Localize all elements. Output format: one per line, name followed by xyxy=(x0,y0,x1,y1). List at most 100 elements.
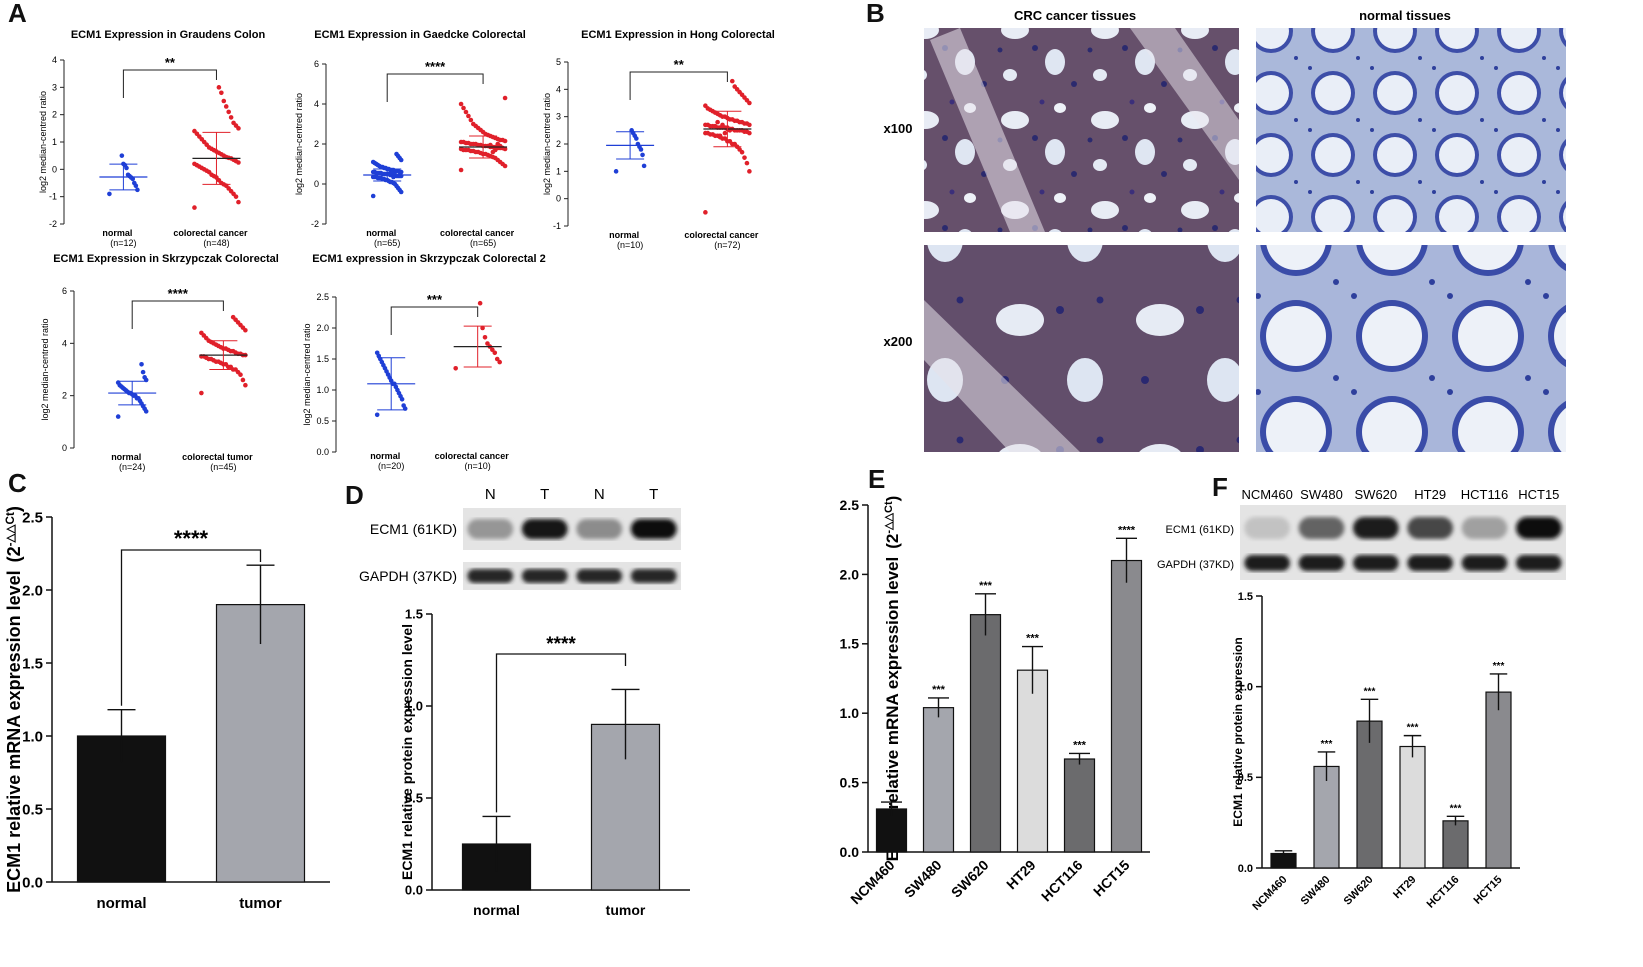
data-point xyxy=(640,152,645,158)
x-category-label: HCT15 xyxy=(1090,857,1133,900)
y-tick-label: 2.5 xyxy=(316,292,329,302)
panel-a-scatter-plots: ECM1 Expression in Graudens Colon -2 -1 0 1 2… xyxy=(38,29,775,472)
blot-band xyxy=(1298,555,1345,571)
y-tick-label: 4 xyxy=(62,338,67,348)
y-axis-label-main: ECM1 relative protein expression level xyxy=(399,624,415,880)
significance-bracket xyxy=(629,71,728,100)
y-axis-label: log2 median-centred ratio xyxy=(40,318,50,420)
blot-panel-d: N T N T ECM1 (61KD) GAPDH (37KD) xyxy=(359,486,681,590)
x-category-n: (n=65) xyxy=(470,238,496,248)
y-tick-label: 2 xyxy=(556,139,561,149)
x-category-label: NCM460 xyxy=(847,857,898,908)
significance-label: *** xyxy=(1321,739,1333,750)
data-point xyxy=(370,193,376,199)
bar-rect xyxy=(1399,745,1426,869)
lane-label: T xyxy=(540,486,549,503)
blot-row-label: ECM1 (61KD) xyxy=(370,521,457,537)
blot-strip-ecm1 xyxy=(1240,505,1566,551)
bar-ht29: *** xyxy=(1016,633,1049,853)
data-point xyxy=(131,180,137,186)
y-tick-label: 0.0 xyxy=(22,874,43,891)
blot-band xyxy=(1244,517,1290,539)
y-tick-label: 2 xyxy=(52,110,57,120)
significance-label: *** xyxy=(1364,686,1376,697)
bar-rect xyxy=(1110,559,1143,853)
panel-letter-b: B xyxy=(866,0,885,28)
blot-panel-f: NCM460 SW480 SW620 HT29 HCT116 HCT15 ECM1 (61K… xyxy=(1157,487,1566,580)
data-point xyxy=(370,174,376,180)
significance-label: *** xyxy=(932,684,946,696)
data-point xyxy=(703,122,708,128)
y-axis-label: log2 median-centred ratio xyxy=(294,93,304,195)
lane-label: HCT116 xyxy=(1461,487,1508,502)
y-tick-label: 4 xyxy=(314,99,319,109)
bar-hct15: **** xyxy=(1110,524,1143,853)
y-tick-label: 1.5 xyxy=(22,655,43,672)
data-point xyxy=(374,412,380,418)
y-tick-label: 2.0 xyxy=(316,323,329,333)
data-point xyxy=(458,101,464,107)
scatter-chart-a3: ECM1 Expression in Hong Colorectal -1 0 1 2 3… xyxy=(542,29,775,250)
significance-label: *** xyxy=(979,580,993,592)
y-axis-label: log2 median-centred ratio xyxy=(302,323,312,425)
data-point xyxy=(374,350,380,356)
data-point xyxy=(199,330,204,336)
lane-label: SW620 xyxy=(1355,487,1398,502)
bar-ncm460 xyxy=(875,801,908,853)
bar-rect xyxy=(969,614,1002,853)
x-category-n: (n=65) xyxy=(374,238,400,248)
blot-band xyxy=(576,569,623,583)
bar-sw620: *** xyxy=(1356,686,1383,869)
bar-ht29: *** xyxy=(1399,723,1426,869)
stroma-band xyxy=(924,300,1080,452)
y-tick-label: -1 xyxy=(49,192,57,202)
bar-tumor xyxy=(590,688,661,891)
significance-bracket xyxy=(386,73,484,102)
scatter-group-cancer xyxy=(458,95,508,173)
x-category-n: (n=45) xyxy=(210,462,236,472)
x-category-label: normal xyxy=(370,451,400,461)
y-tick-label: 0 xyxy=(314,179,319,189)
data-point xyxy=(453,366,458,371)
bar-hct116: *** xyxy=(1063,739,1096,853)
y-tick-label: 3 xyxy=(52,82,57,92)
y-axis-label: log2 median-centred ratio xyxy=(38,91,48,193)
chart-title: ECM1 Expression in Skrzypczak Colorectal xyxy=(53,253,279,265)
scatter-group-cancer xyxy=(703,78,752,215)
lane-label: NCM460 xyxy=(1242,487,1293,502)
x-category-label: normal xyxy=(102,228,132,238)
chart-title: ECM1 expression in Skrzypczak Colorectal… xyxy=(312,253,546,265)
blot-strip-gapdh xyxy=(1240,546,1566,580)
data-point xyxy=(219,90,224,96)
y-axis-label-unit: (2 xyxy=(883,534,902,549)
x-category-label: colorectal cancer xyxy=(684,230,759,240)
y-tick-label: 0 xyxy=(62,443,67,453)
y-tick-label: 0 xyxy=(52,164,57,174)
bar-rect xyxy=(922,707,955,853)
y-tick-label: 6 xyxy=(314,59,319,69)
significance-bracket xyxy=(120,549,262,706)
x-category-n: (n=10) xyxy=(617,240,643,250)
scatter-group-normal xyxy=(367,350,416,418)
data-point xyxy=(742,155,747,160)
blot-band xyxy=(521,569,568,583)
data-point xyxy=(140,369,146,375)
y-tick-label: 5 xyxy=(556,57,561,67)
data-point xyxy=(236,199,241,205)
data-point xyxy=(744,160,750,166)
data-point xyxy=(391,174,396,180)
data-point xyxy=(401,403,406,408)
x-category-label: colorectal cancer xyxy=(173,228,248,238)
y-axis-label-main: ECM1 relative mRNA expression level xyxy=(4,570,24,892)
panel-letter-d: D xyxy=(345,480,364,510)
bar-rect xyxy=(1485,691,1512,869)
y-tick-label: 6 xyxy=(62,286,67,296)
y-axis-label: log2 median-centred ratio xyxy=(542,93,552,195)
bar-chart-f: 0.0 0.5 1.0 1.5 ECM1 relative protein expres… xyxy=(1231,591,1520,913)
y-tick-label: 1 xyxy=(556,166,561,176)
x-category-label: SW620 xyxy=(1342,874,1376,908)
data-point xyxy=(370,159,376,165)
chart-title: ECM1 Expression in Hong Colorectal xyxy=(581,29,775,41)
data-point xyxy=(732,84,738,89)
